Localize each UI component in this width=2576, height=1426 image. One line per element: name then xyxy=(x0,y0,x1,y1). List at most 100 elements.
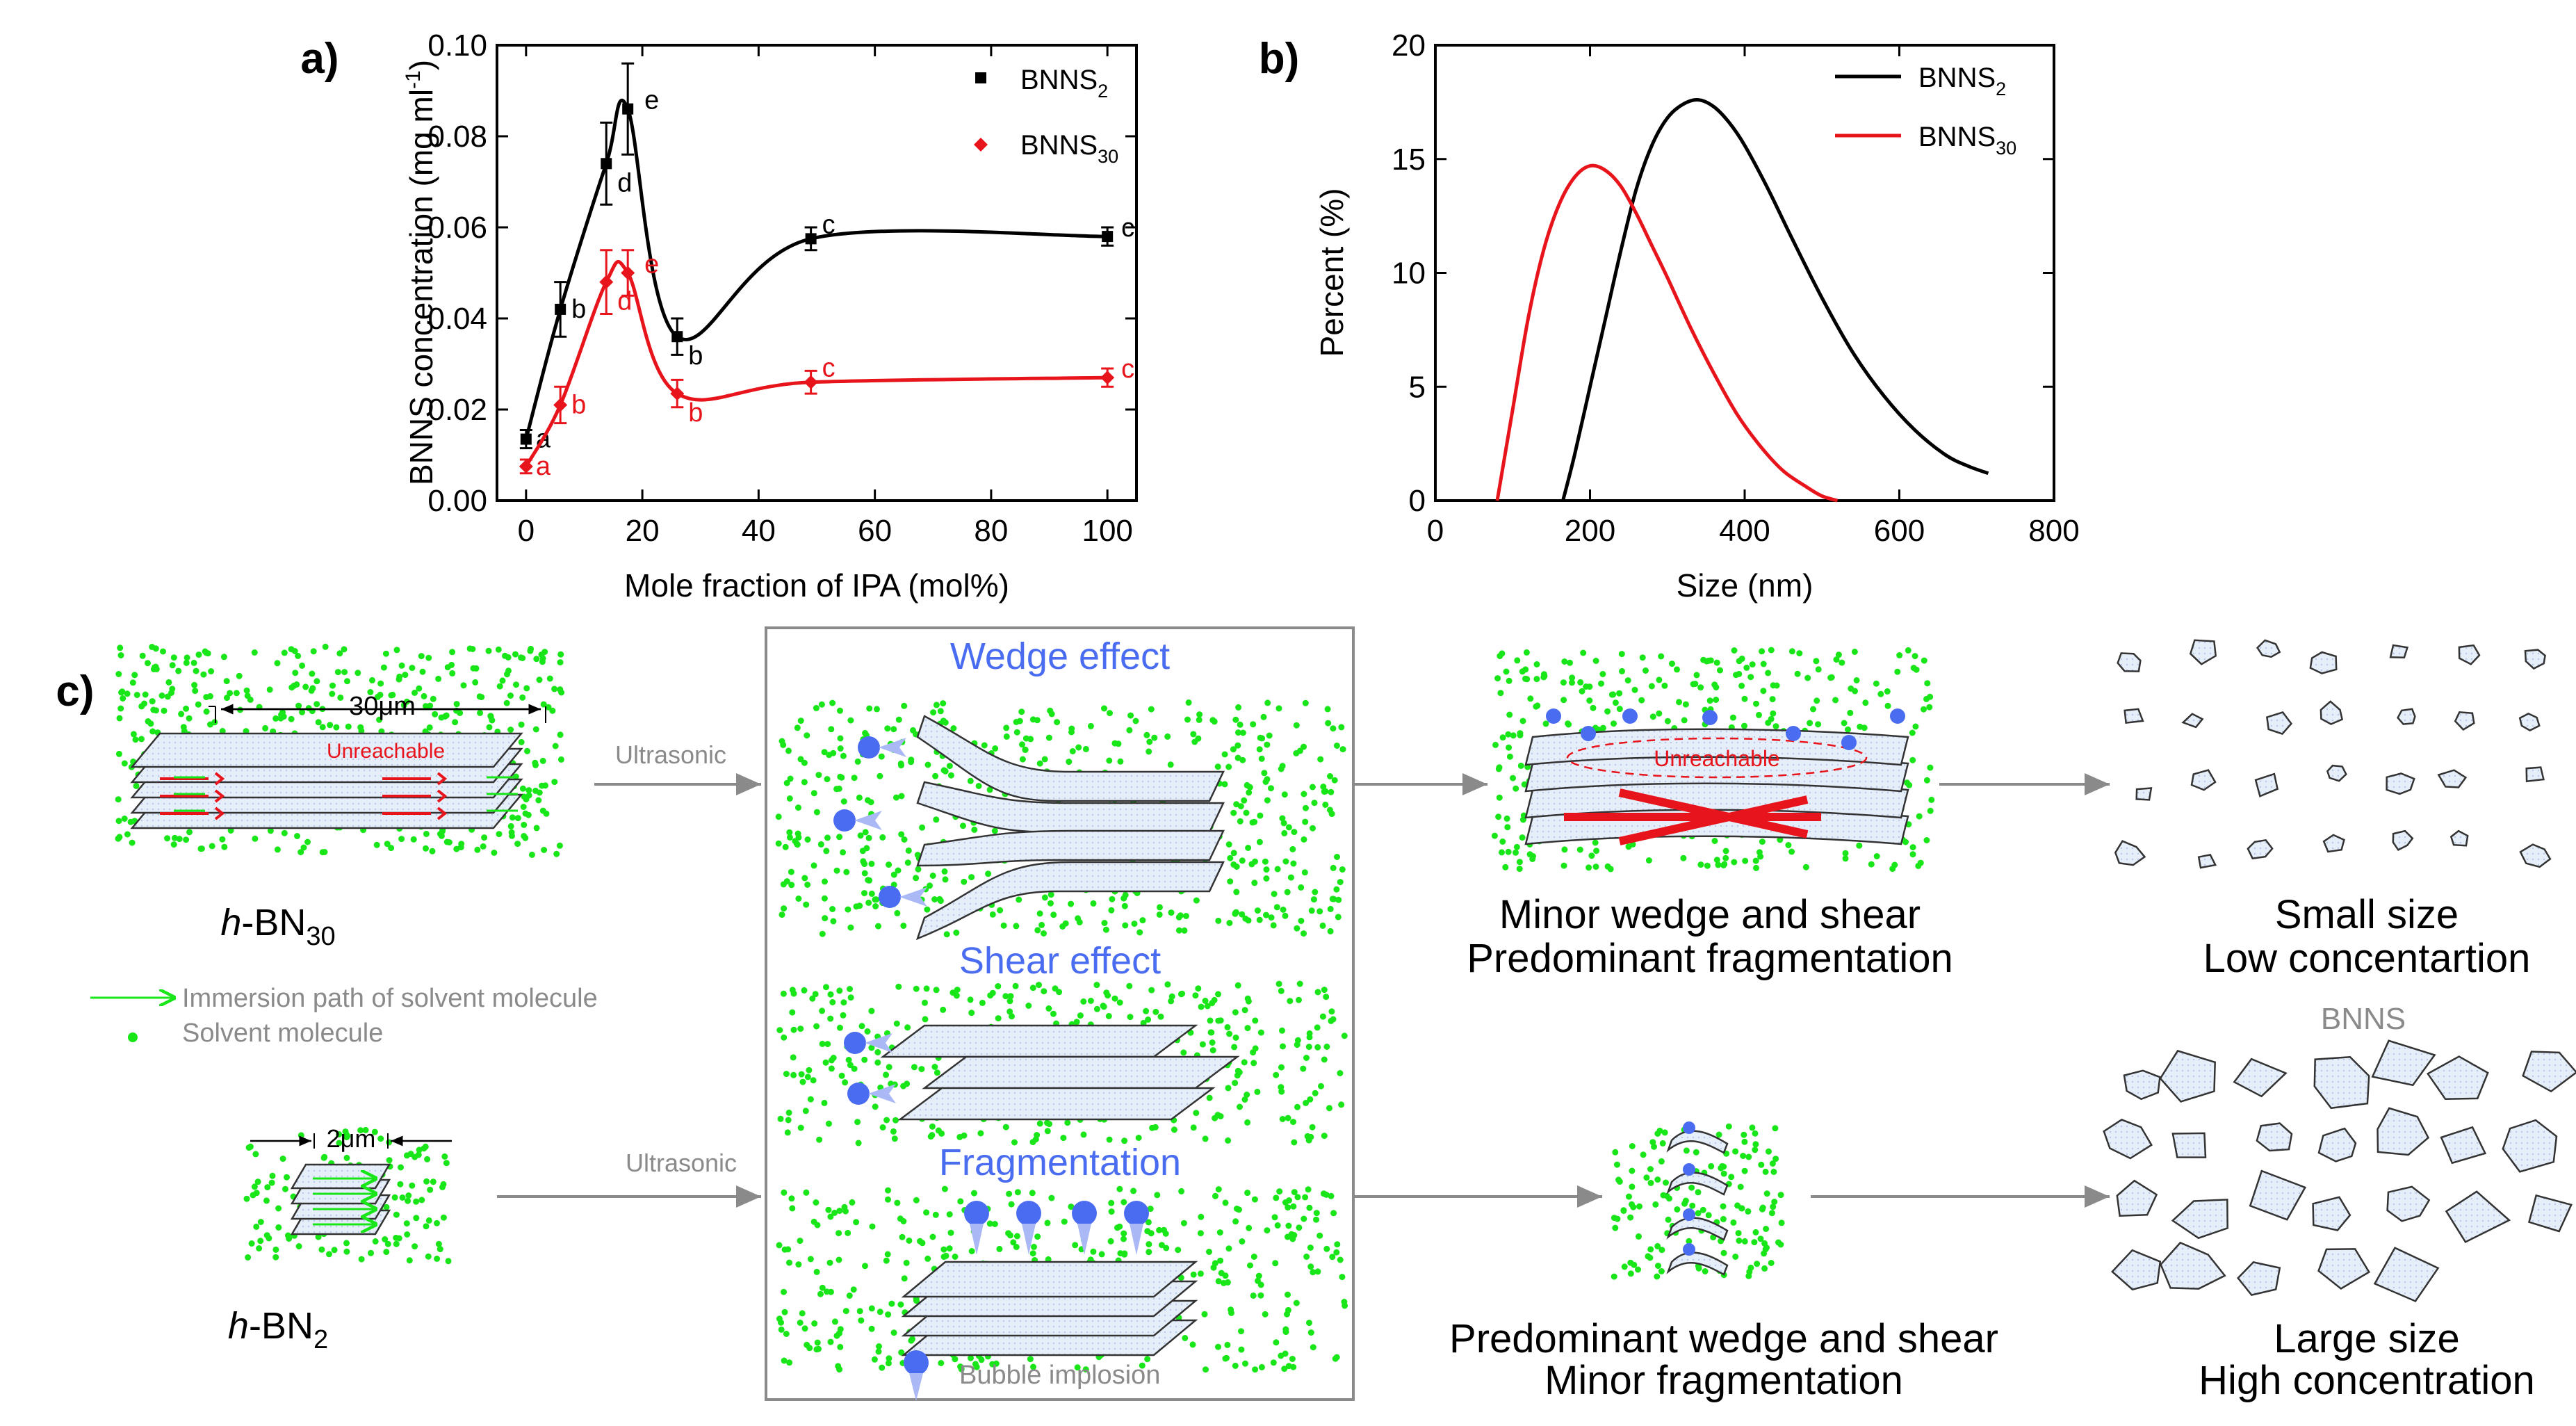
solvent-dot xyxy=(1108,1199,1115,1206)
solvent-dot xyxy=(1619,667,1625,674)
solvent-dot xyxy=(382,650,389,657)
small-flake xyxy=(2386,772,2415,795)
solvent-dot xyxy=(1254,907,1261,914)
solvent-dot xyxy=(802,1108,809,1115)
solvent-dot xyxy=(989,911,996,918)
solvent-dot xyxy=(835,1230,842,1237)
bubble xyxy=(847,1083,870,1105)
panel-b-x-axis-title: Size (nm) xyxy=(1677,567,1813,603)
hbn30-unreachable: Unreachable xyxy=(327,740,445,763)
solvent-dot xyxy=(1631,686,1638,693)
solvent-dot xyxy=(1720,1249,1727,1256)
solvent-dot xyxy=(1741,695,1748,702)
solvent-dot xyxy=(1025,1003,1032,1009)
solvent-dot xyxy=(1832,697,1839,704)
solvent-dot xyxy=(1206,1094,1213,1101)
large-flake xyxy=(2522,1051,2576,1093)
solvent-dot xyxy=(836,987,843,994)
solvent-dot xyxy=(775,813,782,820)
solvent-dot xyxy=(1273,1194,1280,1201)
solvent-dot xyxy=(938,1360,945,1366)
solvent-dot xyxy=(924,761,931,768)
data-point-2 xyxy=(601,158,612,170)
solvent-dot xyxy=(1612,1149,1619,1156)
solvent-dot xyxy=(1598,680,1604,687)
solvent-dot xyxy=(1884,688,1891,695)
solvent-dot xyxy=(243,1195,250,1202)
solvent-dot xyxy=(995,1015,1002,1022)
solvent-dot xyxy=(268,1179,275,1186)
solvent-dot xyxy=(438,832,445,839)
fragmentation-sheets xyxy=(901,1201,1198,1401)
solvent-dot xyxy=(1048,711,1055,718)
solvent-dot xyxy=(1611,720,1617,727)
solvent-dot xyxy=(946,1245,953,1252)
solvent-dot xyxy=(295,1243,302,1249)
solvent-dot xyxy=(178,711,185,718)
solvent-dot xyxy=(1681,1200,1688,1207)
solvent-dot xyxy=(1302,818,1309,825)
immersion-path-red xyxy=(160,772,225,786)
solvent-dot xyxy=(788,1195,795,1202)
solvent-dot xyxy=(1896,652,1903,658)
solvent-dot xyxy=(956,1133,963,1140)
solvent-dot xyxy=(809,995,816,1002)
large-flake xyxy=(2440,1126,2487,1165)
solvent-dot xyxy=(1273,1071,1280,1078)
solvent-dot xyxy=(1674,666,1680,673)
solvent-dot xyxy=(1233,801,1240,808)
large-flake xyxy=(2502,1119,2558,1173)
solvent-dot xyxy=(968,1354,974,1361)
solvent-dot xyxy=(393,647,400,654)
solvent-dot xyxy=(853,1219,860,1226)
solvent-dot xyxy=(1121,1251,1128,1258)
panel-b-legend: BNNS2 BNNS30 xyxy=(1835,63,2016,159)
solvent-dot xyxy=(1847,709,1854,716)
solvent-dot xyxy=(288,715,295,722)
solvent-dot xyxy=(358,1256,365,1263)
solvent-dot xyxy=(1082,1366,1089,1373)
solvent-dot xyxy=(786,795,793,802)
distribution-line-30 xyxy=(1495,163,1839,503)
solvent-dot xyxy=(1720,1163,1727,1170)
solvent-dot xyxy=(905,847,912,854)
solvent-dot xyxy=(439,827,446,834)
panel-a-plot-frame xyxy=(496,44,1138,502)
solvent-dot xyxy=(1143,731,1150,738)
solvent-dot xyxy=(822,878,828,885)
solvent-dot xyxy=(1034,927,1041,934)
solvent-dot xyxy=(840,849,847,856)
solvent-dot xyxy=(220,654,227,661)
solvent-dot xyxy=(1569,674,1576,681)
solvent-dot xyxy=(1282,1199,1289,1206)
solvent-dot xyxy=(885,1311,892,1318)
hbn2-dimension: 2μm xyxy=(327,1124,376,1153)
large-flake xyxy=(2249,1169,2307,1221)
solvent-dot xyxy=(1621,1263,1628,1270)
solvent-dot xyxy=(504,671,510,678)
large-flake xyxy=(2160,1241,2226,1290)
right-bottom-line2: High concentration xyxy=(2199,1358,2535,1403)
solvent-dot xyxy=(865,834,872,841)
solvent-dot xyxy=(383,1204,390,1210)
solvent-dot xyxy=(557,686,564,693)
data-point-2 xyxy=(520,433,532,445)
solvent-dot xyxy=(1102,926,1109,933)
solvent-dot xyxy=(824,776,831,783)
solvent-dot xyxy=(836,834,843,841)
solvent-dot xyxy=(1107,710,1113,717)
solvent-dot xyxy=(795,834,802,841)
solvent-dot xyxy=(1314,1268,1321,1275)
solvent-dot xyxy=(1612,1224,1619,1231)
solvent-dot xyxy=(150,706,157,713)
solvent-dot xyxy=(1627,1259,1634,1266)
solvent-dot xyxy=(1193,897,1200,904)
solvent-dot xyxy=(1254,1088,1261,1095)
panel-c-label: c) xyxy=(56,667,94,715)
solvent-dot xyxy=(1639,654,1646,661)
solvent-dot xyxy=(1007,993,1014,1000)
solvent-dot xyxy=(823,848,830,854)
solvent-dot xyxy=(525,787,532,794)
solvent-dot xyxy=(377,680,384,687)
solvent-dot xyxy=(1246,784,1253,791)
